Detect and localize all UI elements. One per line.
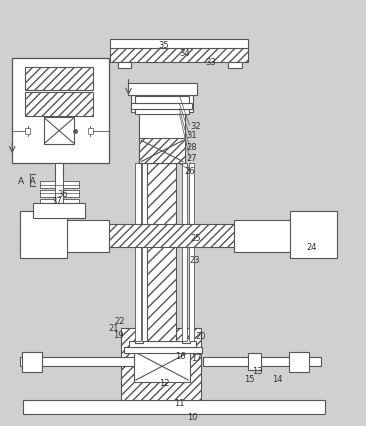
Bar bbox=[135, 164, 141, 342]
Text: 25: 25 bbox=[190, 234, 201, 243]
Bar bbox=[55, 164, 63, 204]
Bar bbox=[234, 220, 323, 252]
Bar bbox=[248, 354, 261, 371]
Text: 17: 17 bbox=[191, 353, 202, 362]
Bar bbox=[111, 40, 249, 49]
Bar bbox=[135, 338, 143, 343]
Bar bbox=[121, 328, 201, 400]
Bar bbox=[117, 63, 131, 69]
Bar bbox=[12, 58, 109, 164]
Bar bbox=[90, 225, 234, 248]
Text: A: A bbox=[30, 177, 36, 186]
Bar bbox=[25, 93, 93, 116]
Bar bbox=[134, 351, 190, 382]
Bar bbox=[131, 104, 193, 109]
Bar bbox=[142, 164, 147, 342]
Bar bbox=[203, 357, 321, 367]
Bar bbox=[63, 208, 79, 215]
Bar bbox=[111, 49, 249, 63]
Text: 21: 21 bbox=[109, 324, 119, 333]
Bar bbox=[63, 190, 79, 197]
Bar bbox=[22, 352, 42, 372]
Bar bbox=[135, 109, 189, 115]
Text: 12: 12 bbox=[159, 378, 170, 387]
Bar bbox=[40, 200, 55, 207]
Bar bbox=[131, 96, 193, 113]
Bar bbox=[63, 200, 79, 207]
Text: 32: 32 bbox=[190, 121, 201, 130]
Bar bbox=[63, 181, 79, 188]
Text: 36: 36 bbox=[58, 190, 68, 199]
Bar bbox=[147, 164, 176, 342]
Bar bbox=[139, 138, 185, 164]
Text: 20: 20 bbox=[195, 331, 205, 340]
Bar bbox=[228, 63, 242, 69]
Text: 37: 37 bbox=[52, 197, 62, 206]
Text: 35: 35 bbox=[158, 41, 169, 50]
Bar bbox=[33, 204, 85, 218]
Bar bbox=[128, 83, 197, 96]
Bar bbox=[44, 118, 74, 144]
Bar bbox=[19, 220, 109, 252]
Text: 13: 13 bbox=[252, 366, 263, 375]
Bar bbox=[40, 208, 55, 215]
Text: 27: 27 bbox=[186, 153, 197, 162]
Bar bbox=[40, 190, 55, 197]
Text: 24: 24 bbox=[306, 242, 317, 251]
Bar bbox=[23, 400, 325, 414]
Bar bbox=[135, 97, 189, 104]
Bar bbox=[19, 357, 134, 367]
Text: 33: 33 bbox=[206, 58, 216, 67]
Bar bbox=[189, 164, 194, 342]
Text: 16: 16 bbox=[175, 351, 186, 360]
Text: 11: 11 bbox=[174, 398, 184, 407]
Text: 31: 31 bbox=[186, 131, 197, 140]
Bar bbox=[19, 212, 67, 258]
Bar bbox=[290, 212, 337, 258]
Bar bbox=[129, 341, 197, 347]
Text: 19: 19 bbox=[113, 330, 124, 339]
Bar bbox=[182, 164, 187, 342]
Bar bbox=[25, 68, 93, 91]
Bar bbox=[139, 113, 185, 164]
Text: 34: 34 bbox=[179, 49, 190, 58]
Bar bbox=[25, 128, 30, 135]
Text: 23: 23 bbox=[189, 255, 200, 264]
Bar bbox=[88, 128, 93, 135]
Text: 10: 10 bbox=[187, 412, 197, 421]
Text: 22: 22 bbox=[114, 317, 124, 325]
Bar bbox=[290, 352, 309, 372]
Text: A: A bbox=[18, 176, 25, 185]
Bar bbox=[182, 338, 190, 343]
Bar bbox=[124, 347, 202, 354]
Text: 28: 28 bbox=[186, 143, 197, 152]
Text: 14: 14 bbox=[272, 374, 283, 383]
Bar bbox=[40, 181, 55, 188]
Text: 15: 15 bbox=[244, 374, 254, 383]
Text: 26: 26 bbox=[185, 166, 195, 175]
